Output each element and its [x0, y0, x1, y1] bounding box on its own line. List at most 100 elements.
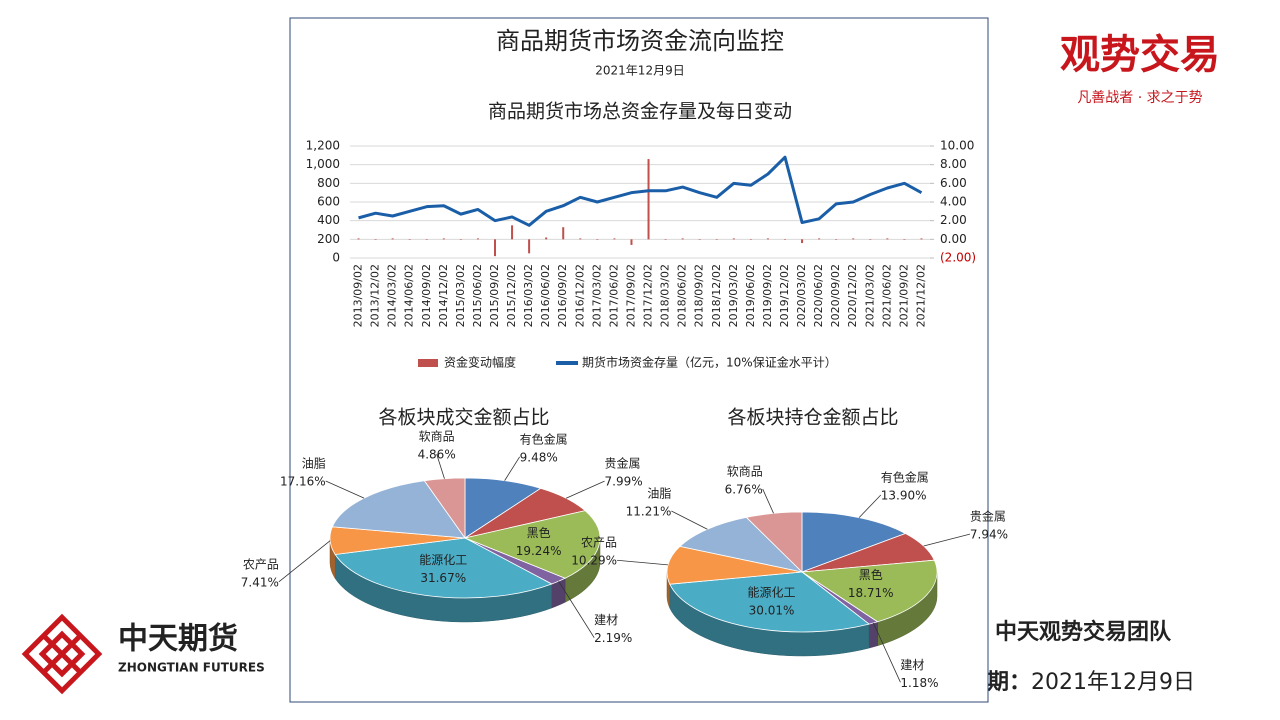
bar: [749, 239, 752, 240]
pie-slice: [800, 559, 938, 623]
bar: [579, 238, 582, 240]
x-tick-label: 2016/06/02: [539, 264, 552, 327]
leader-line: [872, 622, 901, 683]
x-tick-label: 2015/03/02: [454, 264, 467, 327]
brand-logo: 观势交易 凡善战者 · 求之于势: [1060, 31, 1220, 106]
y-tick-label: 600: [317, 195, 340, 209]
bar: [715, 239, 718, 240]
brand-slogan: 凡善战者 · 求之于势: [1077, 90, 1202, 106]
panel-title: 商品期货市场资金流向监控: [496, 27, 784, 55]
y2-tick-label: 4.00: [940, 195, 967, 209]
slice-label: 软商品: [727, 464, 763, 479]
chart-title: 各板块成交金额占比: [378, 407, 549, 429]
x-tick-label: 2019/09/02: [761, 264, 774, 327]
slice-label: 贵金属: [605, 456, 641, 471]
leader-line: [558, 581, 595, 638]
bar: [801, 239, 804, 244]
x-tick-label: 2018/09/02: [693, 264, 706, 327]
y2-tick-label: 2.00: [940, 213, 967, 227]
bar: [784, 239, 786, 240]
x-tick-label: 2019/03/02: [727, 264, 740, 327]
line-series: [358, 155, 923, 227]
slice-value-label: 13.90%: [881, 488, 927, 502]
leader-line: [325, 480, 365, 499]
bar: [459, 239, 462, 240]
slice-label: 能源化工: [419, 553, 467, 567]
bar: [766, 238, 769, 240]
panel-date: 2021年12月9日: [595, 64, 684, 78]
y-tick-label: 200: [317, 232, 340, 246]
bar: [562, 227, 565, 240]
x-tick-label: 2018/03/02: [659, 264, 672, 327]
x-tick-label: 2020/03/02: [795, 264, 808, 327]
company-name: 中天期货: [118, 622, 238, 657]
slice-value-label: 6.76%: [725, 483, 763, 497]
x-tick-label: 2021/03/02: [863, 264, 876, 327]
slice-value-label: 31.67%: [420, 571, 466, 585]
x-tick-label: 2019/12/02: [778, 264, 791, 327]
bar: [494, 239, 496, 257]
leader-line: [762, 488, 774, 514]
leader-line: [436, 454, 445, 479]
x-tick-label: 2017/03/02: [590, 264, 603, 327]
company-emblem: [21, 613, 103, 695]
y2-tick-label: 8.00: [940, 157, 967, 171]
leader-line: [671, 510, 708, 530]
bar: [630, 239, 633, 245]
bar: [391, 238, 394, 240]
legend-label: 资金变动幅度: [444, 355, 516, 370]
x-tick-label: 2021/12/02: [914, 264, 927, 327]
bar: [664, 239, 667, 240]
slice-value-label: 10.29%: [571, 554, 617, 568]
pie-slice: [666, 545, 803, 585]
legend-label: 期货市场资金存量（亿元，10%保证金水平计）: [582, 355, 837, 370]
bar: [818, 238, 821, 240]
leader-line: [923, 533, 971, 547]
footer-date-value: 2021年12月9日: [1031, 670, 1195, 695]
x-tick-label: 2016/09/02: [556, 264, 569, 327]
slice-label: 贵金属: [970, 509, 1006, 524]
bar: [476, 238, 479, 240]
x-tick-label: 2015/06/02: [471, 264, 484, 327]
bar: [511, 225, 514, 240]
slice-value-label: 11.21%: [626, 504, 672, 518]
chart-title: 商品期货市场总资金存量及每日变动: [488, 101, 792, 123]
x-tick-label: 2013/12/02: [369, 264, 382, 327]
brand-name: 观势交易: [1060, 31, 1220, 78]
pie-slice: [423, 477, 466, 540]
bar: [596, 239, 599, 240]
bar: [425, 239, 428, 240]
bar: [732, 238, 735, 240]
slice-label: 建材: [900, 658, 924, 672]
slice-label: 软商品: [419, 429, 455, 444]
slice-value-label: 4.86%: [418, 448, 456, 462]
slice-label: 油脂: [647, 485, 671, 500]
leader-line: [616, 559, 668, 566]
bar: [698, 239, 701, 240]
y-tick-label: 400: [317, 213, 340, 227]
x-tick-label: 2013/09/02: [352, 264, 365, 327]
bar: [374, 239, 377, 240]
x-tick-label: 2014/09/02: [420, 264, 433, 327]
pie-slice: [463, 510, 601, 579]
slice-value-label: 9.48%: [520, 450, 558, 464]
y2-tick-label: 6.00: [940, 176, 967, 190]
bar: [681, 238, 684, 240]
y-tick-label: 800: [317, 176, 340, 190]
bar: [613, 238, 616, 240]
bar: [408, 239, 411, 240]
x-tick-label: 2020/09/02: [829, 264, 842, 327]
x-tick-label: 2017/06/02: [607, 264, 620, 327]
bar: [852, 238, 855, 240]
slice-label: 有色金属: [520, 431, 568, 446]
slice-value-label: 7.94%: [970, 528, 1008, 542]
company-english: ZHONGTIAN FUTURES: [118, 661, 265, 675]
y-tick-label: 1,000: [306, 157, 340, 171]
x-tick-label: 2014/06/02: [403, 264, 416, 327]
footer-date: 日期：2021年12月9日: [965, 670, 1195, 695]
legend-swatch: [418, 359, 438, 367]
slice-label: 黑色: [527, 526, 551, 540]
y2-tick-label: 0.00: [940, 232, 967, 246]
y2-tick-label: 10.00: [940, 139, 974, 153]
